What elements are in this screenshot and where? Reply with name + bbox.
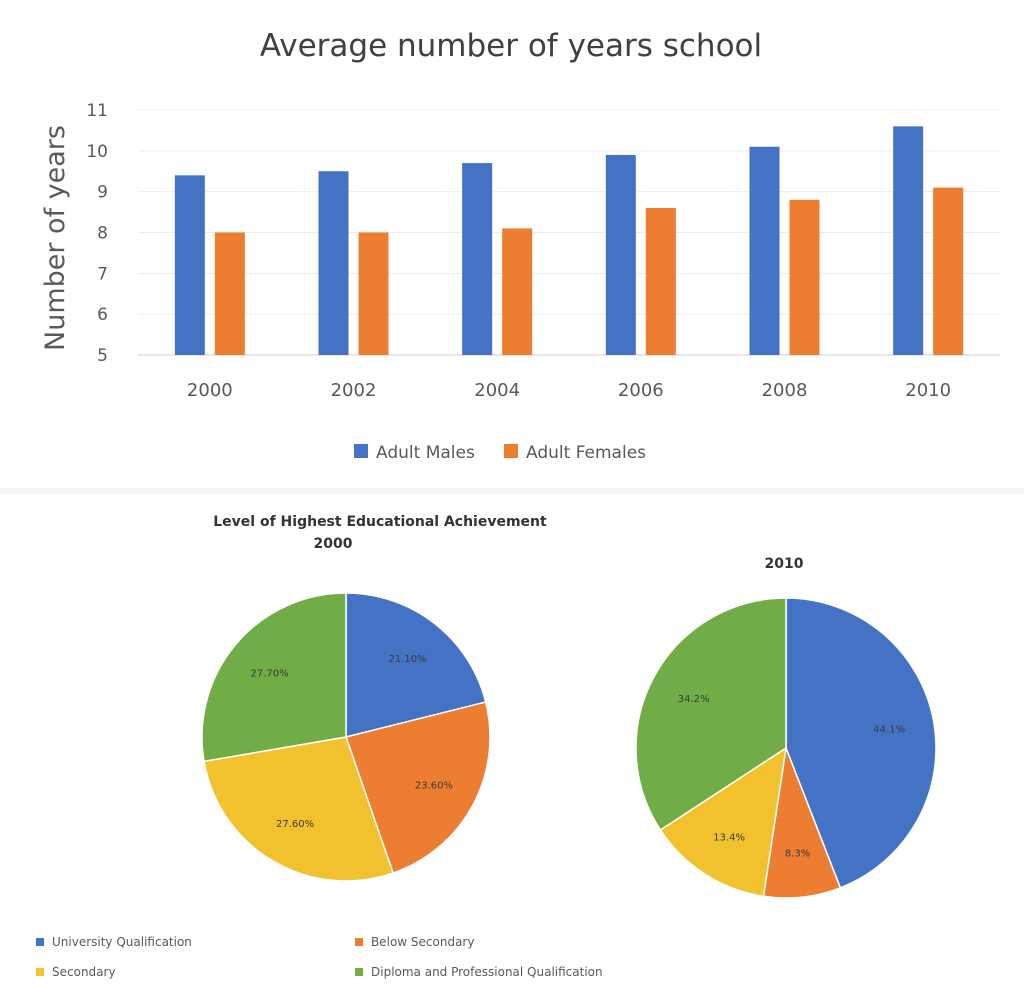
pie-slice-label: 21.10% [388,654,426,665]
bar-adult-males-2010 [893,126,924,355]
x-tick-label: 2006 [618,380,664,401]
pie-legend-swatch [36,968,44,976]
pie-slice-label: 8.3% [785,848,810,859]
y-tick-label: 5 [97,346,108,366]
x-tick-label: 2008 [762,380,808,401]
y-tick-label: 10 [86,142,108,162]
pie-slice-diploma-and-professional-qualification [635,597,787,831]
legend-swatch [354,444,368,458]
legend-label: Adult Males [376,443,475,463]
pie-chart-2000: 21.10% 23.60% 27.60% 27.70% [201,592,491,882]
bar-adult-females-2006 [645,208,676,355]
pie-chart-title: Level of Highest Educational Achievement [213,514,547,530]
y-tick-label: 8 [97,224,108,244]
bar-adult-males-2008 [749,146,780,355]
bar-adult-females-2010 [933,187,964,355]
gridlines [138,109,1000,356]
pie-legend-swatch [355,968,363,976]
pie-legend-swatch [36,938,44,946]
x-axis-ticks: 2000 2002 2004 2006 2008 2010 [187,380,951,401]
pie-chart-legend: University Qualification Below Secondary S… [36,935,603,979]
pie-slice-label: 27.60% [276,819,314,830]
bar-chart-title: Average number of years school [260,28,762,64]
x-tick-label: 2000 [187,380,233,401]
bar-chart-legend: Adult Males Adult Females [354,443,646,463]
pie-legend-label: Diploma and Professional Qualification [371,965,603,979]
y-tick-label: 9 [97,183,108,203]
legend-swatch [504,444,518,458]
y-tick-label: 11 [86,101,108,121]
pie-slice-below-secondary [345,701,491,875]
bar-adult-males-2006 [605,154,636,355]
pie-slice-label: 23.60% [415,781,453,792]
pie-slice-secondary [659,746,787,898]
bar-chart: Average number of years school Number of… [40,28,1000,463]
pie-slice-university-qualification [785,597,937,889]
x-tick-label: 2004 [474,380,520,401]
bar-chart-panel: Average number of years school Number of… [0,0,1024,488]
y-tick-label: 7 [97,264,108,284]
bars [174,126,964,355]
bar-adult-males-2000 [174,175,205,355]
pie-slice-diploma-and-professional-qualification [201,592,347,763]
bar-adult-females-2000 [214,232,245,355]
bar-adult-females-2002 [358,232,389,355]
pie-slice-label: 27.70% [250,669,288,680]
pie-slice-university-qualification [345,592,487,738]
y-axis-label: Number of years [40,125,71,351]
legend-label: Adult Females [526,443,646,463]
pie-2010-year-label: 2010 [765,556,804,572]
bar-adult-females-2008 [789,199,820,355]
x-tick-label: 2002 [331,380,377,401]
pie-legend-label: Below Secondary [371,935,474,949]
pie-legend-label: University Qualification [52,935,192,949]
bar-adult-males-2004 [462,163,493,355]
pie-slice-label: 44.1% [873,725,905,736]
y-tick-label: 6 [97,305,108,325]
pie-legend-label: Secondary [52,965,116,979]
pie-slice-secondary [203,736,395,882]
x-tick-label: 2010 [905,380,951,401]
pie-charts: Level of Highest Educational Achievement… [36,514,937,979]
pie-slice-label: 34.2% [678,694,710,705]
bar-adult-females-2004 [502,228,533,355]
bar-adult-males-2002 [318,171,349,355]
pie-chart-2010: 44.1% 8.3% 13.4% 34.2% [635,597,937,899]
pie-2000-year-label: 2000 [314,536,353,552]
pie-slice-label: 13.4% [713,832,745,843]
y-axis-ticks: 5 6 7 8 9 10 11 [86,101,108,366]
pie-charts-panel: Level of Highest Educational Achievement… [0,494,1024,997]
pie-legend-swatch [355,938,363,946]
